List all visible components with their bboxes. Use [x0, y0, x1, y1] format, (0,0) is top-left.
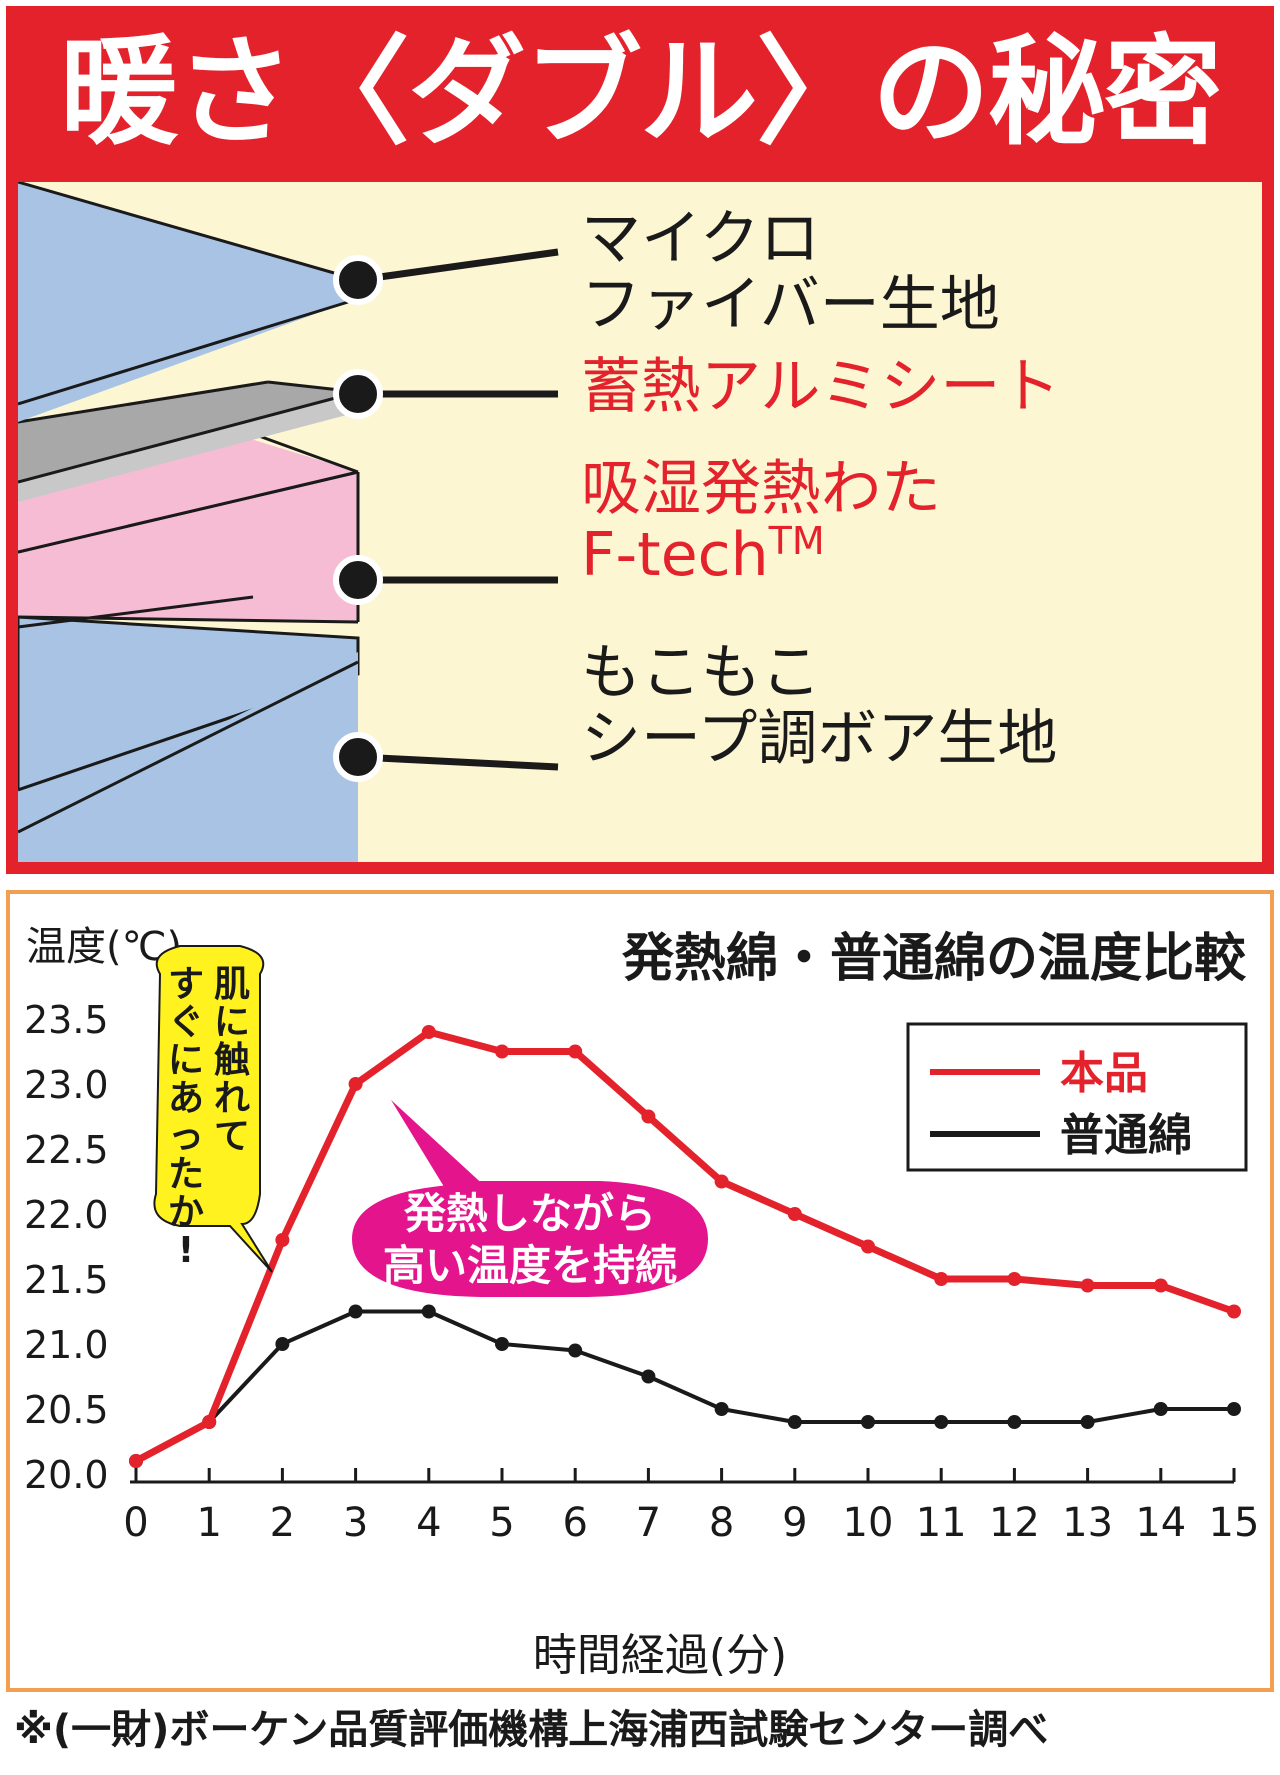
- x-tick-label: 14: [1135, 1500, 1186, 1546]
- data-point-normal: [568, 1343, 583, 1358]
- chart-panel: 温度(℃) 発熱綿・普通綿の温度比較 20.0 20.5 21.0 21.5 22.0 2…: [6, 890, 1274, 1692]
- x-tick-label: 10: [843, 1500, 894, 1546]
- series-line-normal: [135, 1309, 1234, 1463]
- series-line-product: [134, 1028, 1236, 1465]
- data-point-normal: [1227, 1402, 1241, 1416]
- callout-char: に: [168, 1040, 204, 1081]
- callout-char: か: [168, 1192, 204, 1233]
- callout-heat-line1: 発熱しながら: [404, 1189, 656, 1238]
- y-tick-label: 23.0: [24, 1063, 109, 1107]
- data-point-product: [129, 1454, 143, 1468]
- callout-char: れ: [214, 1078, 250, 1119]
- x-tick-label: 15: [1209, 1500, 1260, 1546]
- x-tick-label: 4: [416, 1500, 441, 1546]
- x-tick-label: 12: [989, 1500, 1040, 1546]
- legend-label-normal: 普通綿: [1060, 1110, 1192, 1161]
- x-tick-label: 11: [916, 1500, 967, 1546]
- y-tick-label: 21.0: [24, 1323, 109, 1367]
- data-point-product: [861, 1239, 875, 1254]
- layers-diagram: マイクロ ファイバー生地 蓄熱アルミシート 吸湿発熱わた F-techTM もこ…: [18, 182, 1262, 862]
- data-point-product: [495, 1044, 509, 1059]
- data-point-normal: [1080, 1415, 1095, 1429]
- data-point-product: [1153, 1278, 1168, 1293]
- x-tick-label: 9: [782, 1500, 807, 1546]
- label-boa: もこもこ シープ調ボア生地: [581, 638, 1058, 774]
- leader-markers: [333, 248, 559, 782]
- layer-aluminum: [18, 382, 358, 482]
- x-axis-label: 時間経過(分): [533, 1630, 787, 1681]
- y-axis-ticks: 20.0 20.5 21.0 21.5 22.0 22.5 23.0 23.5: [24, 998, 109, 1497]
- page-title: 暖さ〈ダブル〉の秘密: [59, 23, 1222, 161]
- data-point-product: [641, 1109, 656, 1124]
- layers-panel: 暖さ〈ダブル〉の秘密: [6, 6, 1274, 874]
- y-tick-label: 23.5: [24, 998, 109, 1042]
- data-point-product: [1080, 1278, 1095, 1293]
- label-aluminum: 蓄熱アルミシート: [581, 352, 1061, 422]
- x-tick-label: 1: [196, 1500, 221, 1546]
- x-tick-label: 13: [1062, 1500, 1113, 1546]
- chart-title: 発熱綿・普通綿の温度比較: [622, 929, 1247, 989]
- x-tick-label: 6: [562, 1500, 587, 1546]
- data-point-product: [275, 1233, 290, 1247]
- callout-char: 肌: [214, 964, 250, 1005]
- data-point-product: [1227, 1304, 1241, 1319]
- data-point-normal: [1153, 1402, 1168, 1416]
- series-layer: [129, 1025, 1241, 1468]
- callout-char: て: [214, 1116, 250, 1157]
- data-point-product: [934, 1272, 949, 1286]
- y-tick-label: 22.5: [24, 1128, 109, 1172]
- x-tick-label: 8: [709, 1500, 734, 1546]
- temperature-chart: 温度(℃) 発熱綿・普通綿の温度比較 20.020.521.021.522.02…: [24, 924, 1259, 1681]
- x-tick-label: 5: [489, 1500, 514, 1546]
- data-point-normal: [641, 1369, 656, 1384]
- callout-char: あ: [168, 1078, 204, 1119]
- data-point-normal: [275, 1337, 290, 1351]
- x-tick-label: 0: [123, 1500, 148, 1546]
- x-tick-label: 7: [636, 1500, 661, 1546]
- footnote: ※(一財)ボーケン品質評価機構上海浦西試験センター調べ: [14, 1707, 1049, 1753]
- fabric-layers-illustration: [18, 182, 559, 862]
- data-point-product: [568, 1044, 583, 1059]
- data-point-normal: [348, 1304, 363, 1319]
- data-point-normal: [934, 1415, 949, 1429]
- callout-char: す: [168, 964, 204, 1005]
- callout-char: た: [168, 1154, 204, 1195]
- callout-heat: 発熱しながら 高い温度を持続: [347, 1087, 713, 1301]
- legend: 本品 普通綿: [906, 1022, 1248, 1172]
- y-tick-label: 20.5: [24, 1388, 109, 1432]
- data-point-product: [1007, 1272, 1022, 1286]
- callout-heat-line2: 高い温度を持続: [383, 1241, 677, 1290]
- callout-char: ぐ: [168, 1002, 204, 1043]
- data-point-product: [348, 1077, 363, 1091]
- y-tick-label: 20.0: [24, 1453, 109, 1497]
- x-tick-label: 3: [343, 1500, 368, 1546]
- data-point-product: [787, 1207, 802, 1221]
- callout-char: っ: [168, 1116, 204, 1157]
- data-point-normal: [1007, 1415, 1022, 1429]
- data-point-product: [714, 1174, 729, 1189]
- layer-microfiber: [18, 182, 348, 422]
- callout-char: に: [214, 1002, 250, 1043]
- y-tick-label: 21.5: [24, 1258, 109, 1302]
- label-microfiber: マイクロ ファイバー生地: [581, 204, 1000, 340]
- data-point-normal: [861, 1415, 875, 1429]
- x-axis-ticks: 0 1 2 3 4 5 6 7 8 9 10 11 12 13 14 15: [123, 1468, 1259, 1546]
- data-point-normal: [495, 1337, 509, 1351]
- y-tick-label: 22.0: [24, 1193, 109, 1237]
- label-ftech: 吸湿発熱わた F-techTM: [581, 454, 941, 590]
- data-point-product: [202, 1415, 217, 1429]
- x-tick-label: 2: [270, 1500, 295, 1546]
- data-point-normal: [421, 1304, 436, 1319]
- data-point-normal: [714, 1402, 729, 1416]
- data-point-product: [421, 1025, 436, 1039]
- callout-char: 触: [214, 1040, 250, 1081]
- callout-char: !: [178, 1230, 194, 1271]
- legend-label-product: 本品: [1060, 1048, 1148, 1099]
- data-point-normal: [787, 1415, 802, 1429]
